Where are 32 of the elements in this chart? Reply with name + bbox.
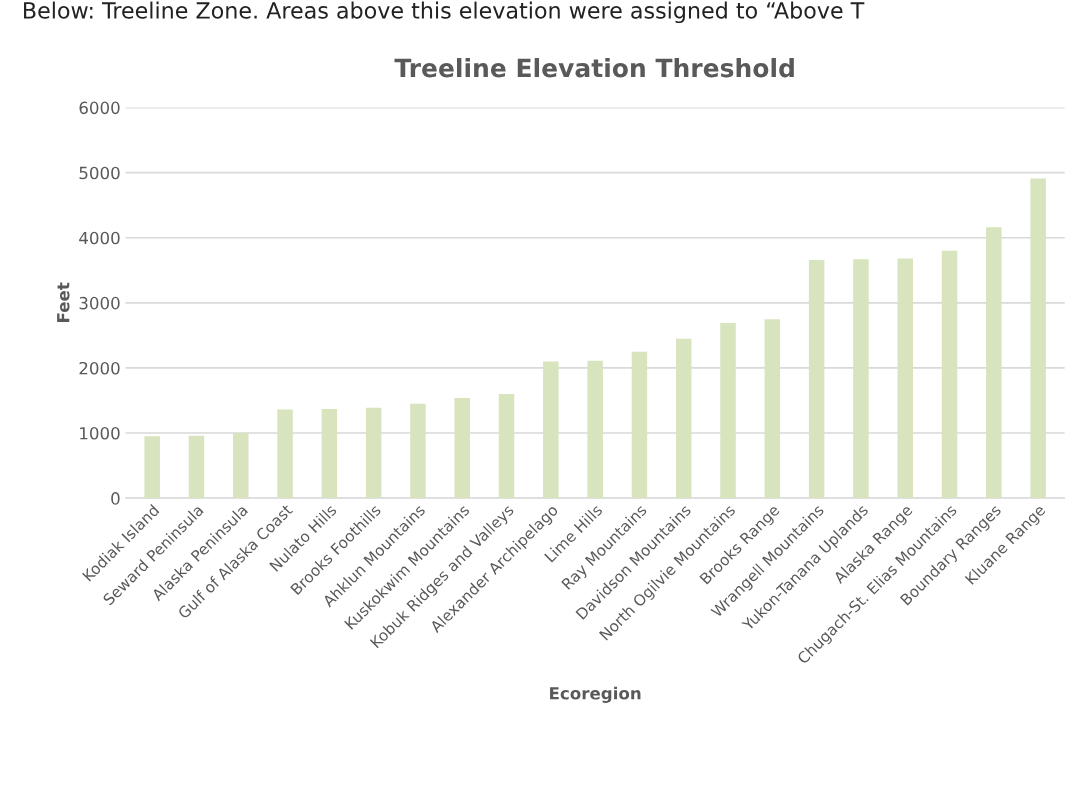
bar bbox=[808, 259, 825, 499]
x-axis-title: Ecoregion bbox=[550, 686, 641, 703]
bar bbox=[410, 403, 426, 499]
y-tick-label: 3000 bbox=[79, 296, 120, 310]
bar bbox=[233, 433, 249, 499]
bar bbox=[188, 435, 205, 499]
bar bbox=[853, 259, 869, 499]
bar bbox=[321, 408, 338, 499]
bar bbox=[277, 409, 293, 499]
text: Below: Treeline Zone. Areas above this elevation were assigned to “Above T bbox=[24, 1, 865, 24]
bar bbox=[1030, 178, 1046, 499]
bar bbox=[587, 360, 603, 499]
y-tick-label: 1000 bbox=[80, 427, 120, 440]
bar bbox=[498, 393, 515, 499]
bar bbox=[454, 397, 470, 499]
bar bbox=[986, 227, 1002, 499]
bar bbox=[720, 323, 736, 499]
y-tick-label: 0 bbox=[111, 492, 120, 505]
y-tick-label: 2000 bbox=[79, 361, 120, 375]
bar bbox=[897, 258, 913, 499]
bar bbox=[941, 250, 958, 499]
y-axis-title: Feet bbox=[57, 282, 70, 322]
bar bbox=[675, 338, 692, 499]
y-tick-label: 4000 bbox=[79, 231, 120, 245]
bar bbox=[631, 351, 648, 499]
bar bbox=[543, 361, 559, 499]
y-tick-label: 5000 bbox=[79, 166, 120, 180]
chart-title: Treeline Elevation Threshold bbox=[394, 58, 794, 78]
y-tick-label: 6000 bbox=[79, 101, 120, 115]
bar bbox=[144, 436, 160, 499]
bar bbox=[764, 319, 781, 499]
bar bbox=[365, 407, 382, 499]
